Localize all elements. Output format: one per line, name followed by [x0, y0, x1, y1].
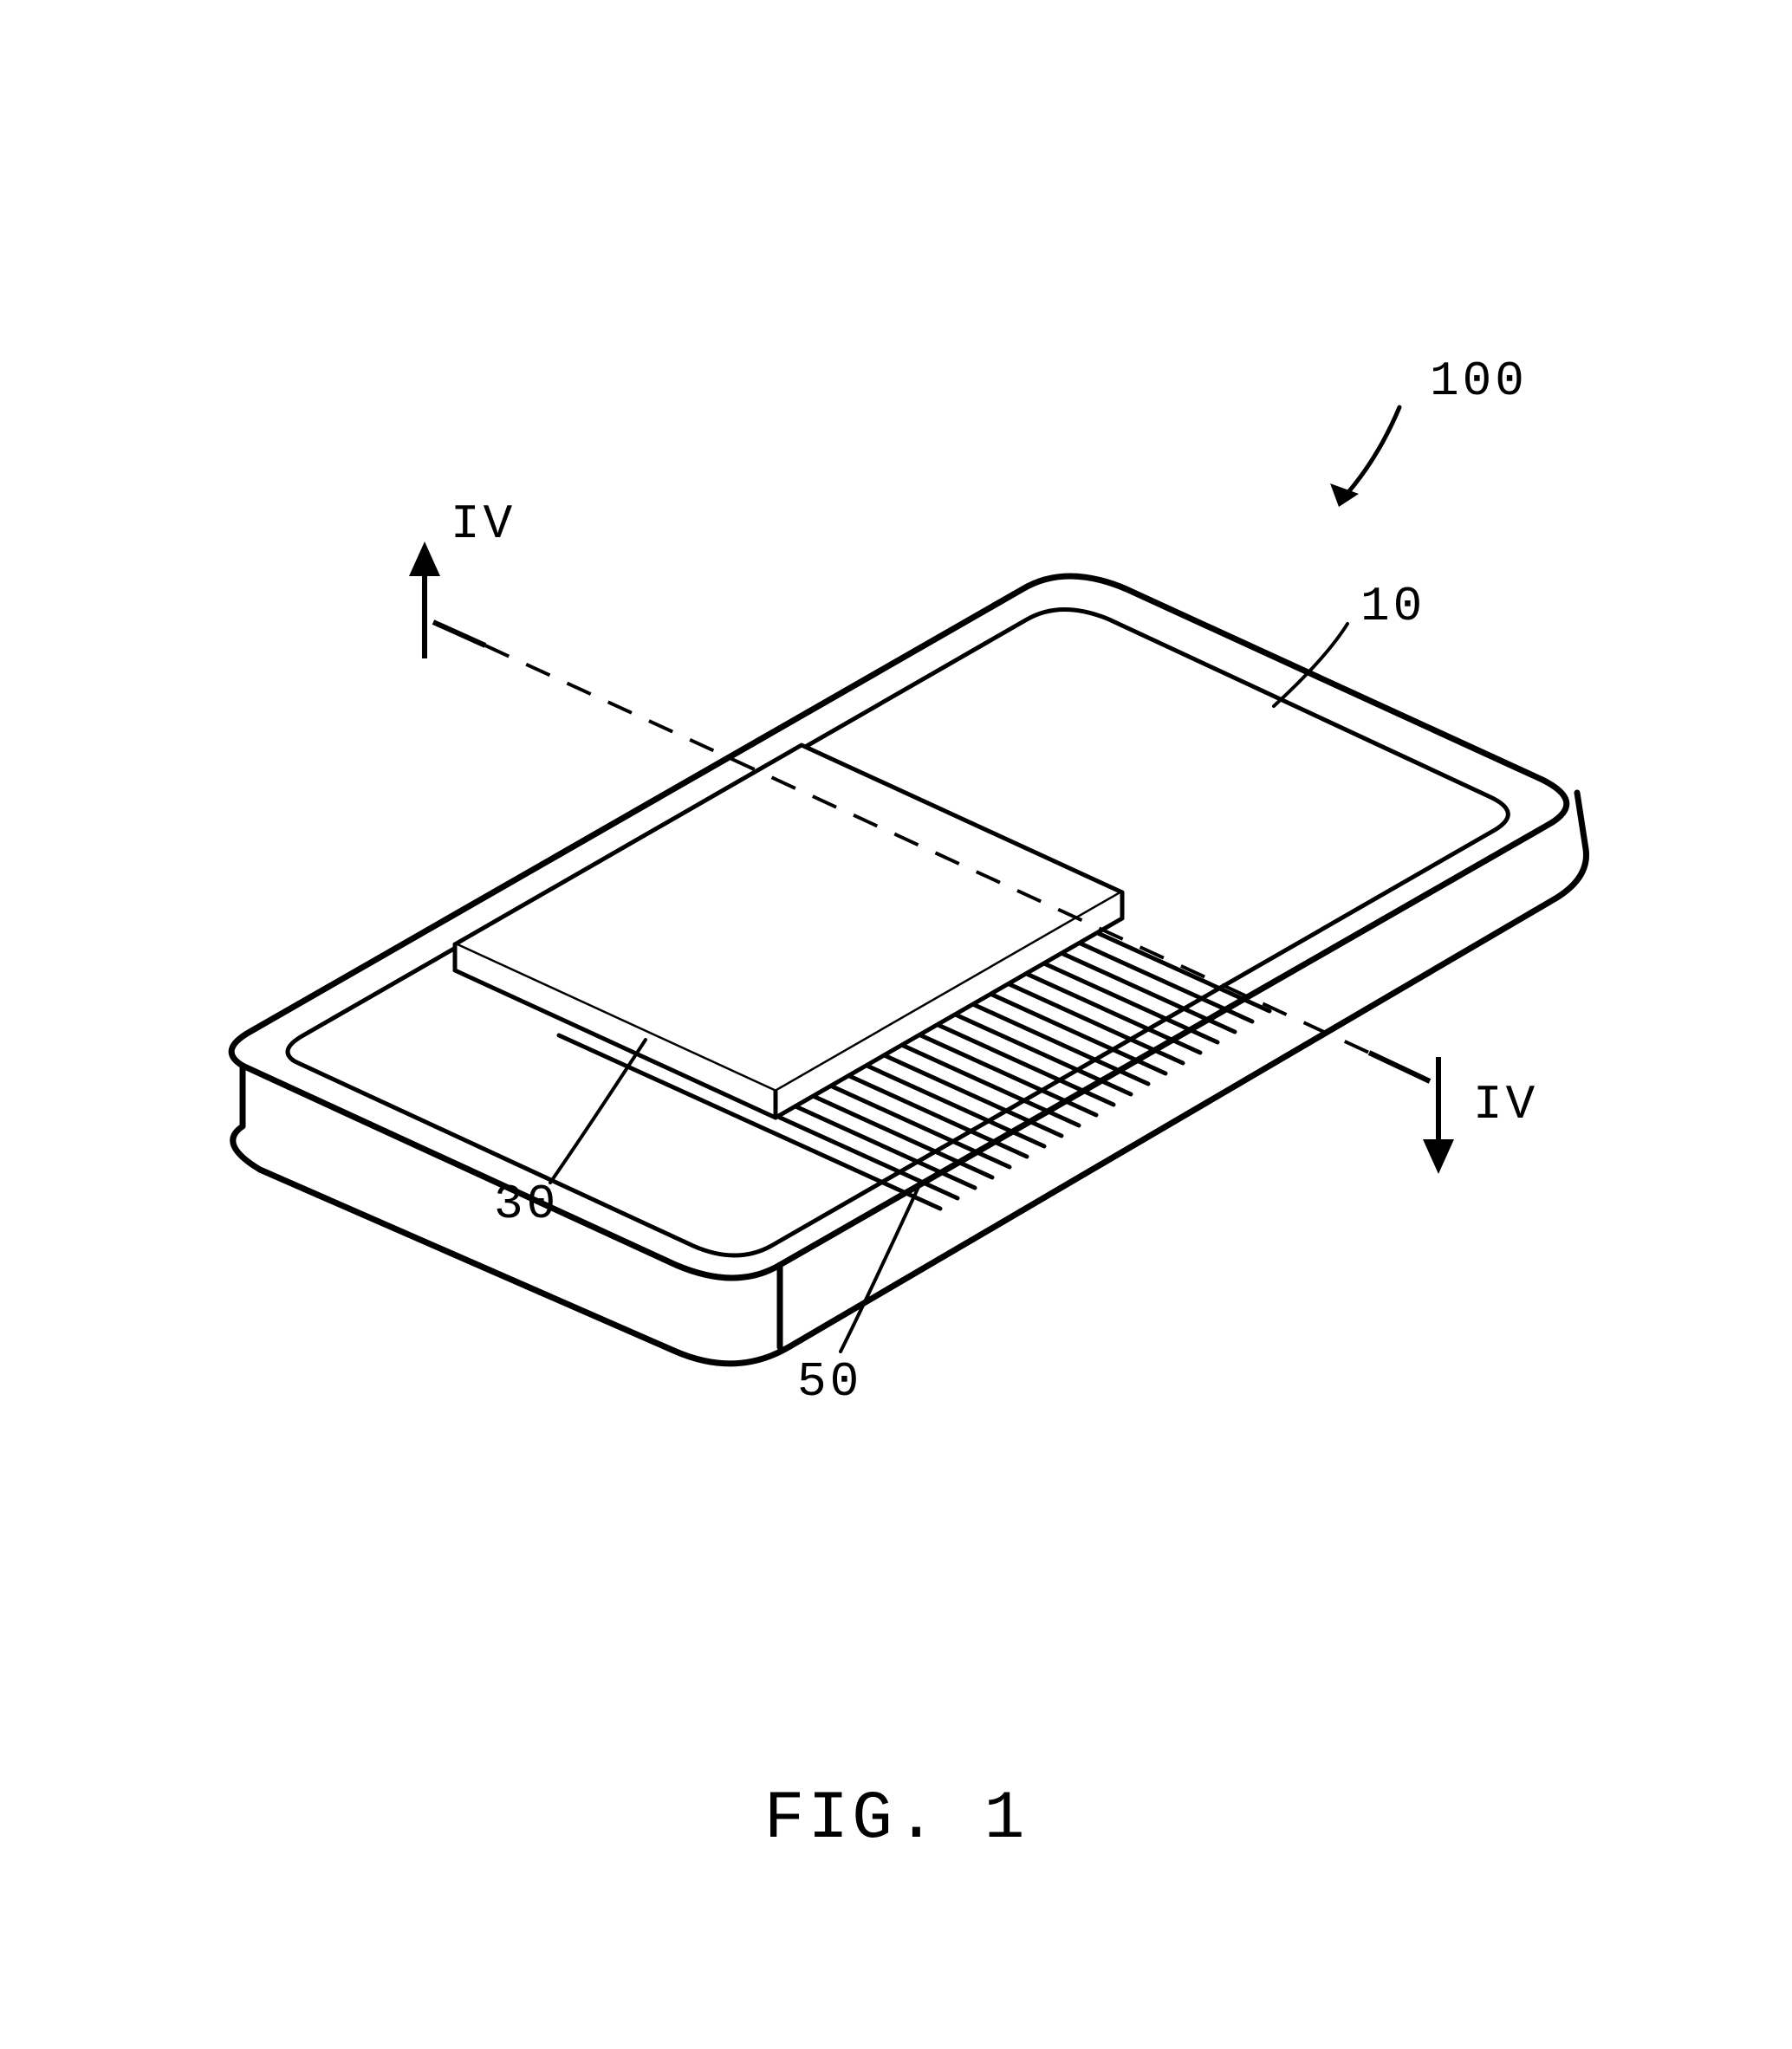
- label-50: 50: [797, 1354, 862, 1410]
- patent-figure: 100 10 30 50 IV IV FIG. 1: [0, 0, 1792, 2049]
- leader-30: [550, 1040, 646, 1183]
- section-marker-right: IV: [1473, 1077, 1538, 1132]
- label-10: 10: [1360, 579, 1425, 634]
- leader-100: [1330, 407, 1399, 507]
- section-marker-left: IV: [451, 496, 516, 552]
- label-100: 100: [1430, 353, 1528, 409]
- leader-50: [841, 1187, 919, 1352]
- label-30: 30: [494, 1177, 559, 1232]
- figure-caption: FIG. 1: [764, 1781, 1029, 1858]
